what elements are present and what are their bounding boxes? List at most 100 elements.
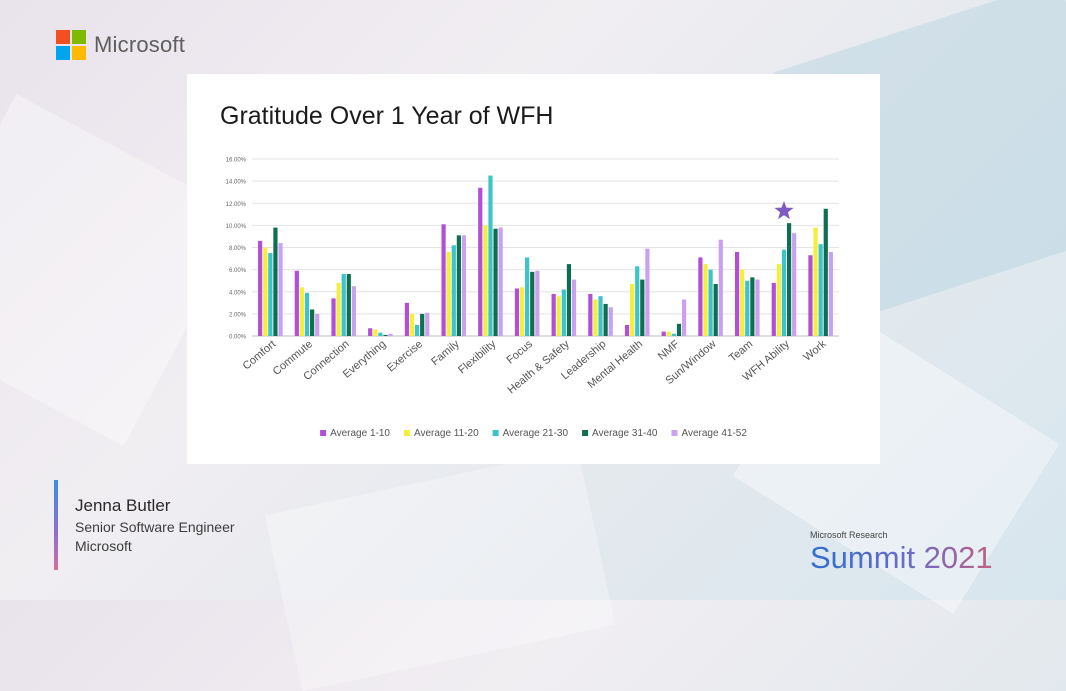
bar <box>624 324 630 336</box>
bar <box>483 225 488 336</box>
bar <box>488 175 493 336</box>
y-tick-label: 8.00% <box>229 246 247 252</box>
bar <box>456 235 461 336</box>
bar <box>776 264 781 336</box>
logo-square-yellow <box>72 46 86 60</box>
bar <box>708 269 713 336</box>
slide-panel: Gratitude Over 1 Year of WFH 0.00% 2.00% 4… <box>187 74 880 464</box>
bar <box>603 303 608 336</box>
y-tick-label: 2.00% <box>229 312 247 318</box>
bar <box>828 251 833 336</box>
star-icon <box>774 201 794 220</box>
legend-label: Average 21-30 <box>503 428 569 439</box>
bar <box>478 187 483 336</box>
bar <box>498 227 503 336</box>
bar <box>441 224 446 336</box>
bar <box>786 223 792 336</box>
bar <box>351 286 357 336</box>
bar <box>556 296 561 336</box>
legend-label: Average 1-10 <box>330 428 390 439</box>
bar <box>378 332 383 336</box>
bar <box>336 282 341 336</box>
legend-label: Average 41-52 <box>681 428 747 439</box>
bar <box>414 324 420 336</box>
bar <box>745 280 750 336</box>
bar <box>823 208 828 336</box>
bar <box>755 279 760 336</box>
legend-label: Average 31-40 <box>592 428 658 439</box>
legend-swatch <box>403 430 410 436</box>
bar <box>713 284 718 336</box>
bar <box>373 329 378 336</box>
y-tick-label: 6.00% <box>229 268 247 274</box>
bar <box>682 299 687 336</box>
bar <box>551 293 556 336</box>
x-tick-label: Health & Safety <box>506 338 573 397</box>
bar <box>818 244 823 336</box>
bar <box>425 312 430 336</box>
bar <box>676 323 682 336</box>
bar <box>698 257 703 336</box>
x-tick-label: Focus <box>504 338 535 367</box>
speaker-name: Jenna Butler <box>75 496 171 515</box>
bar <box>781 249 787 336</box>
windows-logo-icon <box>56 30 86 60</box>
bar <box>368 328 373 336</box>
bar-chart: 0.00% 2.00% 4.00% 6.00% 8.00% 10.00% 12.00% 14.… <box>226 158 839 439</box>
bar <box>263 247 268 336</box>
bar <box>315 313 320 336</box>
bar <box>446 251 451 336</box>
bar <box>493 228 498 336</box>
bar <box>740 269 745 336</box>
bar <box>750 277 755 336</box>
bar <box>304 292 310 336</box>
bar <box>703 264 708 336</box>
bar <box>645 248 650 336</box>
bar <box>341 274 346 336</box>
y-tick-label: 10.00% <box>226 224 247 230</box>
bar <box>530 271 535 336</box>
y-tick-label: 16.00% <box>226 158 247 164</box>
bar <box>561 289 566 336</box>
bar <box>635 266 640 336</box>
y-tick-label: 14.00% <box>226 180 247 186</box>
x-tick-label: NMF <box>656 338 682 363</box>
bar <box>593 299 598 336</box>
background-shape <box>264 448 616 691</box>
bar <box>273 227 278 336</box>
bar <box>525 257 530 336</box>
bar <box>268 253 273 336</box>
speaker-role: Senior Software Engineer <box>75 519 235 535</box>
bar <box>388 333 393 336</box>
bar <box>640 279 645 336</box>
x-tick-label: Team <box>727 338 755 364</box>
x-tick-label: Exercise <box>385 338 425 374</box>
bar <box>630 284 635 336</box>
y-tick-label: 4.00% <box>229 290 247 296</box>
speaker-card: Jenna Butler Senior Software Engineer Mi… <box>54 480 235 570</box>
event-org: Microsoft Research <box>810 530 888 540</box>
legend-swatch <box>671 430 678 436</box>
event-name: Summit 2021 <box>810 540 993 575</box>
chart-title: Gratitude Over 1 Year of WFH <box>220 102 554 130</box>
bar <box>409 313 415 336</box>
bar <box>571 279 577 336</box>
bar <box>519 287 525 336</box>
bar <box>608 307 613 336</box>
bar <box>404 302 409 336</box>
speaker-accent-bar <box>54 480 58 570</box>
logo-square-blue <box>56 46 70 60</box>
bar <box>383 334 388 336</box>
y-tick-label: 12.00% <box>226 202 247 208</box>
bar <box>598 296 603 336</box>
brand-name: Microsoft <box>94 32 186 57</box>
bar <box>346 274 351 336</box>
microsoft-logo: Microsoft <box>56 30 185 60</box>
bar <box>514 288 520 336</box>
bar <box>461 235 467 336</box>
bar <box>792 233 797 336</box>
bar <box>331 298 336 336</box>
bar <box>278 243 283 336</box>
x-tick-label: Family <box>429 338 462 368</box>
y-tick-label: 0.00% <box>229 335 247 341</box>
